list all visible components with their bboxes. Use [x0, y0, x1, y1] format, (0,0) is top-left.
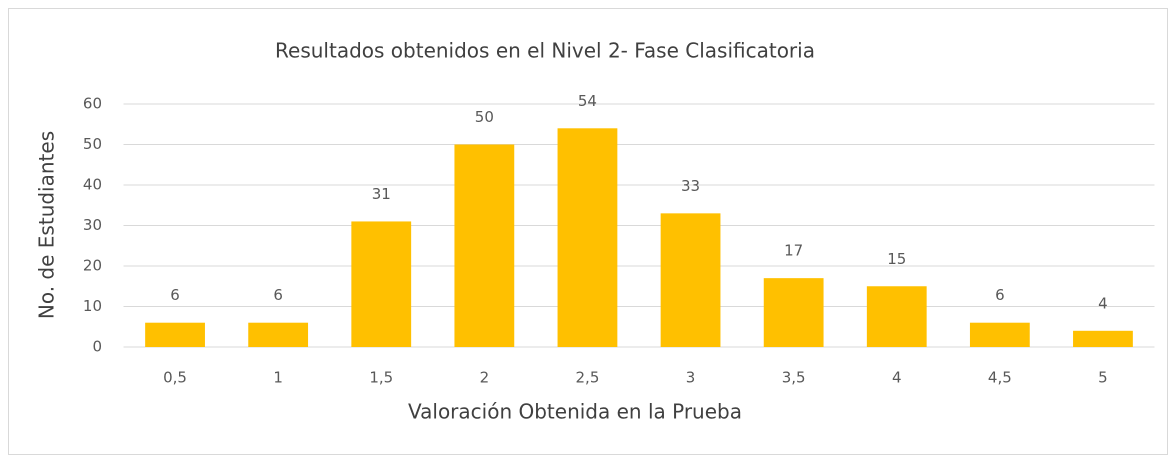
chart-title: Resultados obtenidos en el Nivel 2- Fase… — [275, 39, 815, 63]
bar — [763, 278, 824, 347]
bar — [351, 221, 412, 347]
data-label: 15 — [887, 250, 906, 268]
x-tick-label: 2,5 — [576, 369, 600, 387]
x-tick-label: 1 — [273, 369, 283, 387]
y-tick-label: 40 — [83, 176, 102, 194]
y-tick-label: 10 — [83, 297, 102, 315]
bar — [1073, 330, 1133, 347]
bar — [660, 213, 721, 347]
x-tick-label: 5 — [1098, 369, 1108, 387]
x-tick-label: 3 — [686, 369, 696, 387]
y-tick-label: 50 — [83, 135, 102, 153]
x-tick-label: 4,5 — [988, 369, 1012, 387]
data-label: 33 — [681, 177, 700, 195]
data-label: 6 — [170, 286, 180, 304]
x-tick-label: 4 — [892, 369, 902, 387]
bar — [145, 322, 205, 347]
data-label: 31 — [372, 185, 391, 203]
bar — [454, 144, 515, 347]
y-tick-label: 60 — [83, 95, 102, 113]
data-label: 54 — [578, 92, 597, 110]
bar — [557, 128, 618, 347]
y-tick-label: 0 — [92, 338, 102, 356]
y-tick-label: 20 — [83, 257, 102, 275]
bar — [969, 322, 1030, 347]
data-label: 50 — [475, 108, 494, 126]
data-label: 4 — [1098, 294, 1108, 312]
data-label: 6 — [995, 286, 1005, 304]
x-tick-label: 1,5 — [369, 369, 393, 387]
x-tick-label: 0,5 — [163, 369, 187, 387]
data-label: 17 — [784, 242, 803, 260]
x-tick-label: 3,5 — [782, 369, 806, 387]
x-tick-label: 2 — [480, 369, 490, 387]
x-axis-label: Valoración Obtenida en la Prueba — [408, 400, 742, 424]
y-axis-label: No. de Estudiantes — [35, 131, 59, 319]
bar — [248, 322, 309, 347]
bar — [866, 286, 927, 347]
data-label: 6 — [273, 286, 283, 304]
y-tick-label: 30 — [83, 216, 102, 234]
